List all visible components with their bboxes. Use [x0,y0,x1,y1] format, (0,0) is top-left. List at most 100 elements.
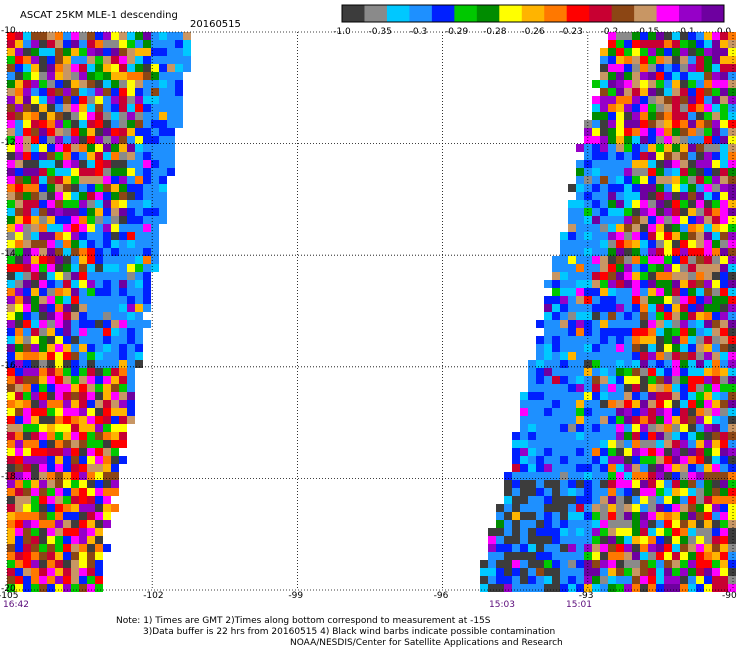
swath-cell [680,584,688,592]
swath-cell [600,280,608,288]
swath-cell [55,88,63,96]
swath-cell [648,512,656,520]
swath-cell [135,128,143,136]
swath-cell [688,216,696,224]
swath-cell [648,120,656,128]
swath-cell [576,304,584,312]
swath-cell [71,504,79,512]
swath-cell [55,144,63,152]
swath-cell [159,160,167,168]
swath-cell [39,336,47,344]
swath-cell [55,184,63,192]
swath-cell [648,216,656,224]
swath-cell [672,432,680,440]
swath-cell [688,152,696,160]
swath-cell [47,408,55,416]
swath-cell [624,360,632,368]
swath-cell [47,152,55,160]
swath-cell [568,336,576,344]
swath-cell [7,272,15,280]
swath-cell [528,504,536,512]
swath-cell [632,160,640,168]
swath-cell [95,112,103,120]
swath-cell [608,128,616,136]
swath-cell [616,336,624,344]
swath-cell [568,440,576,448]
swath-cell [63,536,71,544]
swath-cell [79,176,87,184]
swath-cell [159,104,167,112]
swath-cell [103,440,111,448]
swath-cell [159,136,167,144]
lon-tick-label: -99 [288,591,304,601]
swath-cell [656,88,664,96]
swath-cell [688,464,696,472]
swath-cell [728,424,736,432]
swath-cell [672,224,680,232]
swath-cell [512,552,520,560]
swath-cell [624,576,632,584]
colorbar-swatch [386,5,410,22]
swath-cell [55,160,63,168]
swath-cell [664,360,672,368]
swath-cell [656,472,664,480]
swath-cell [143,320,151,328]
swath-cell [87,280,95,288]
swath-cell [47,440,55,448]
swath-cell [159,56,167,64]
swath-cell [608,504,616,512]
swath-cell [648,264,656,272]
swath-cell [728,288,736,296]
swath-cell [672,80,680,88]
swath-cell [688,224,696,232]
swath-cell [600,208,608,216]
swath-cell [624,304,632,312]
swath-cell [576,560,584,568]
swath-cell [143,120,151,128]
swath-cell [728,440,736,448]
swath-cell [720,104,728,112]
swath-cell [528,400,536,408]
swath-cell [680,56,688,64]
swath-cell [712,192,720,200]
swath-cell [7,240,15,248]
swath-cell [616,216,624,224]
swath-cell [23,568,31,576]
swath-cell [536,448,544,456]
swath-cell [664,272,672,280]
swath-cell [592,448,600,456]
swath-cell [600,288,608,296]
swath-cell [504,528,512,536]
swath-cell [63,296,71,304]
swath-cell [71,200,79,208]
swath-cell [560,384,568,392]
swath-cell [664,352,672,360]
swath-cell [151,200,159,208]
swath-cell [31,144,39,152]
swath-cell [568,240,576,248]
swath-cell [560,272,568,280]
swath-cell [672,56,680,64]
swath-cell [31,456,39,464]
swath-cell [119,120,127,128]
swath-cell [31,48,39,56]
swath-cell [95,296,103,304]
swath-cell [31,88,39,96]
swath-cell [696,152,704,160]
swath-cell [664,192,672,200]
swath-cell [728,80,736,88]
swath-cell [55,384,63,392]
swath-cell [624,128,632,136]
swath-cell [664,152,672,160]
swath-cell [640,552,648,560]
grid-lines [6,31,734,591]
swath-cell [63,40,71,48]
swath-cell [592,240,600,248]
swath-cell [584,544,592,552]
swath-cell [520,480,528,488]
swath-cell [664,248,672,256]
swath-cell [632,312,640,320]
swath-cell [103,192,111,200]
swath-cell [672,528,680,536]
swath-cell [7,72,15,80]
